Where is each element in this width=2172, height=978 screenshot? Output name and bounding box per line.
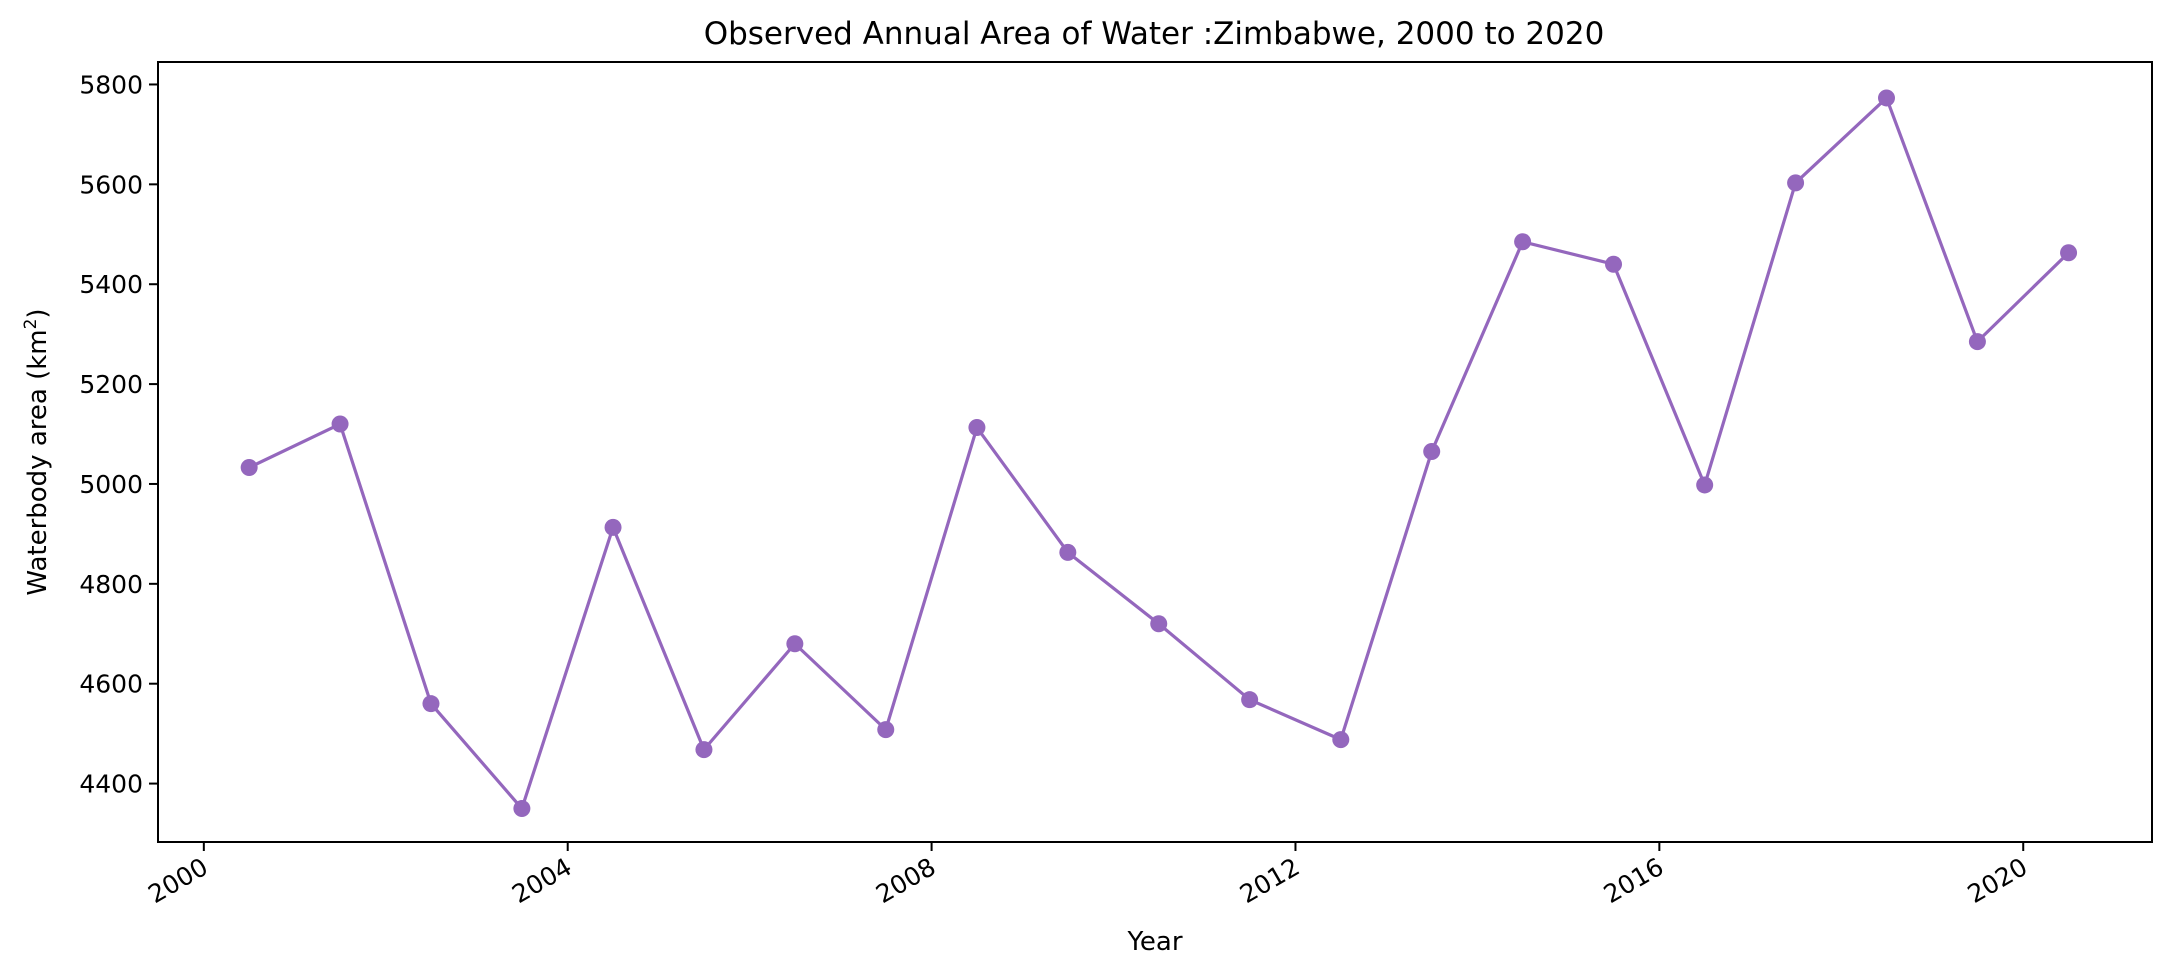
data-point [786,635,804,653]
y-axis-label-superscript: 2 [21,319,41,330]
y-axis-label-main: Waterbody area (km [23,329,53,595]
x-tick-label: 2008 [871,852,941,909]
data-point [877,721,895,739]
data-point [1877,89,1895,107]
x-tick-label: 2016 [1599,852,1669,909]
data-point [331,415,349,433]
y-tick-label: 5200 [79,370,143,399]
x-tick-label: 2004 [507,852,577,909]
x-tick-label: 2000 [143,852,213,909]
plot-area [240,89,2078,818]
data-point [968,419,986,437]
y-tick-label: 4800 [79,570,143,599]
plot-frame [157,61,2153,843]
y-axis-label-close: ) [23,308,53,318]
x-tick-label: 2020 [1963,852,2033,909]
data-point [1787,174,1805,192]
data-point [1241,691,1259,709]
chart-title: Observed Annual Area of Water :Zimbabwe,… [704,16,1605,52]
data-point [1332,731,1350,749]
data-point [695,741,713,759]
data-point [2060,244,2078,262]
x-axis: 2000 2004 2008 2012 2016 2020 [143,842,2032,909]
data-point [1968,333,1986,351]
data-point [1423,443,1441,461]
y-axis-label: Waterbody area (km2) [21,308,53,595]
data-point [240,458,258,476]
data-point [1150,615,1168,633]
series-line [248,96,2070,811]
x-tick-label: 2012 [1235,852,1305,909]
y-tick-label: 4600 [79,670,143,699]
data-point [1514,233,1532,251]
data-point [1059,543,1077,561]
y-tick-label: 5000 [79,470,143,499]
data-point [604,518,622,536]
x-axis-label: Year [1126,927,1182,957]
data-point [1696,476,1714,494]
data-point [513,800,531,818]
y-axis: 4400 4600 4800 5000 5200 5400 5600 5800 [79,70,158,799]
y-tick-label: 5400 [79,270,143,299]
data-point [422,695,440,713]
y-tick-label: 5800 [79,70,143,99]
data-point [1605,255,1623,273]
y-tick-label: 4400 [79,770,143,799]
y-tick-label: 5600 [79,170,143,199]
